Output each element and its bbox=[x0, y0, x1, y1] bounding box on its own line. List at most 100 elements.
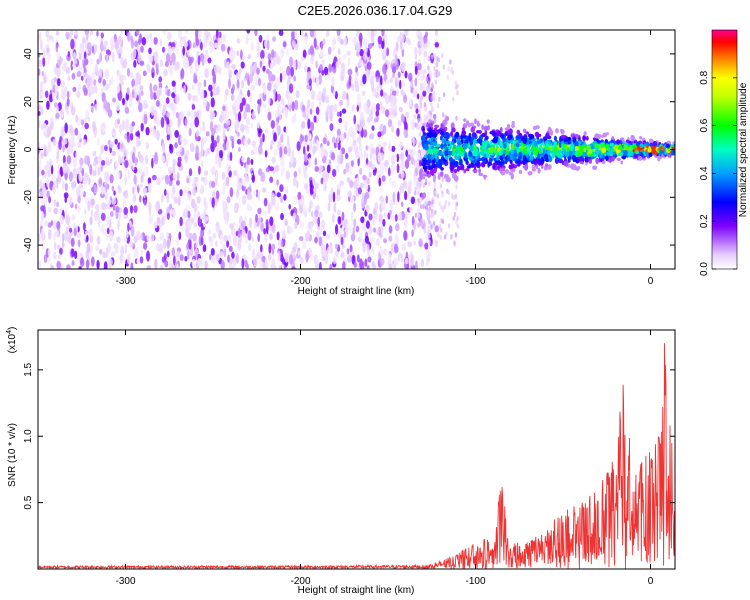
spectrogram-cell bbox=[270, 144, 273, 151]
spectrogram-cell bbox=[65, 214, 71, 226]
spectrogram-cell bbox=[572, 136, 577, 143]
spectrogram-cell bbox=[394, 223, 400, 232]
spectrogram-cell bbox=[439, 183, 443, 189]
spectrogram-cell bbox=[111, 150, 117, 156]
spectrogram-cell bbox=[71, 181, 74, 190]
spectrogram-cell bbox=[469, 155, 473, 161]
spectrogram-cell bbox=[105, 157, 109, 164]
spectrogram-cell bbox=[423, 102, 427, 108]
spectrogram-cell bbox=[65, 31, 71, 39]
spectrogram-cell bbox=[563, 144, 568, 150]
spectrogram-cell bbox=[434, 209, 437, 215]
spectrogram-cell bbox=[379, 75, 383, 86]
spectrogram-cell bbox=[367, 30, 371, 38]
spectrogram-cell bbox=[200, 138, 204, 149]
spectrogram-cell bbox=[120, 143, 124, 150]
spectrogram-cell bbox=[252, 64, 257, 72]
spectrogram-cell bbox=[411, 256, 414, 267]
spectrogram-cell bbox=[163, 238, 167, 249]
spectrogram-cell bbox=[620, 160, 624, 165]
spectrogram-cell bbox=[207, 229, 212, 236]
spectrogram-cell bbox=[38, 119, 41, 129]
spectrogram-cell bbox=[347, 57, 351, 67]
spectrogram-cell bbox=[379, 89, 384, 97]
spectrogram-cell bbox=[427, 161, 430, 166]
spectrogram-cell bbox=[57, 173, 62, 184]
spectrogram-cell bbox=[399, 39, 403, 50]
spectrogram-cell bbox=[53, 102, 59, 108]
spectrogram-cell bbox=[459, 146, 464, 152]
spectrogram-cell bbox=[220, 260, 225, 269]
spectrogram-cell bbox=[122, 145, 126, 153]
spectrogram-cell bbox=[249, 193, 253, 200]
spectrogram-cell bbox=[242, 254, 247, 260]
spectrogram-cell bbox=[418, 131, 422, 137]
spectrogram-cell bbox=[359, 152, 364, 160]
spectrogram-cell bbox=[420, 258, 425, 268]
spectrogram-cell bbox=[490, 146, 496, 152]
spectrogram-cell bbox=[166, 212, 170, 221]
spectrogram-cell bbox=[257, 207, 262, 215]
spectrogram-cell bbox=[401, 80, 406, 88]
spectrogram-cell bbox=[461, 127, 465, 132]
spectrogram-cell bbox=[56, 220, 61, 231]
spectrogram-cell bbox=[178, 30, 182, 40]
spectrogram-cell bbox=[332, 256, 337, 265]
spectrogram-cell bbox=[382, 47, 387, 56]
spectrogram-cell bbox=[332, 191, 336, 203]
spectrogram-cell bbox=[186, 177, 190, 183]
spectrogram-cell bbox=[314, 209, 319, 218]
spectrogram-cell bbox=[236, 174, 240, 186]
spectrogram-cell bbox=[417, 222, 420, 228]
spectrogram-cell bbox=[59, 207, 63, 214]
spectrogram-cell bbox=[65, 108, 70, 116]
spectrogram-cell bbox=[309, 200, 313, 209]
spectrogram-cell bbox=[327, 246, 331, 254]
spectrogram-cell bbox=[387, 212, 391, 220]
spectrogram-cell bbox=[387, 143, 392, 152]
spectrogram-cell bbox=[165, 232, 169, 239]
spectrogram-cell bbox=[496, 156, 499, 161]
spectrogram-cell bbox=[41, 228, 45, 237]
spectrogram-cell bbox=[409, 206, 414, 213]
spectrogram-cell bbox=[259, 98, 262, 107]
spectrogram-cell bbox=[310, 55, 315, 62]
spectrogram-cell bbox=[510, 149, 515, 155]
spectrogram-cell bbox=[79, 187, 84, 197]
spectrogram-cell bbox=[366, 264, 370, 269]
spectrogram-cell bbox=[455, 184, 458, 190]
spectrogram-cell bbox=[339, 133, 345, 143]
spectrogram-cell bbox=[533, 141, 538, 147]
spectrogram-cell bbox=[432, 90, 436, 102]
spectrogram-cell bbox=[382, 218, 386, 227]
spectrogram-cell bbox=[40, 123, 44, 131]
spectrogram-cell bbox=[52, 91, 55, 101]
spectrogram-cell bbox=[196, 196, 201, 204]
spectrogram-cell bbox=[258, 128, 263, 134]
spectrogram-cell bbox=[199, 125, 203, 134]
spectrogram-cell bbox=[308, 140, 313, 150]
spectrogram-cell bbox=[312, 145, 316, 156]
spectrogram-cell bbox=[405, 149, 409, 158]
spectrogram-cell bbox=[541, 138, 544, 143]
spectrogram-cell bbox=[334, 250, 339, 258]
spectrogram-cell bbox=[44, 220, 49, 227]
spectrogram-cell bbox=[297, 199, 303, 207]
spectrogram-cell bbox=[42, 56, 46, 67]
spectrogram-cell bbox=[433, 71, 436, 77]
spectrogram-cell bbox=[280, 133, 284, 144]
spectrogram-cell bbox=[409, 96, 412, 108]
spectrogram-cell bbox=[337, 215, 342, 225]
spectrogram-cell bbox=[192, 42, 196, 49]
spectrogram-cell bbox=[409, 149, 414, 158]
spectrogram-cell bbox=[418, 47, 422, 56]
spectrogram-cell bbox=[432, 164, 436, 169]
spectrogram-cell bbox=[150, 233, 155, 242]
spectrogram-cell bbox=[299, 220, 305, 230]
spectrogram-cell bbox=[575, 167, 580, 171]
spectrogram-cell bbox=[430, 105, 435, 113]
spectrogram-cell bbox=[424, 242, 429, 250]
spectrogram-cell bbox=[54, 87, 58, 97]
spectrogram-cell bbox=[209, 253, 212, 261]
spectrogram-cell bbox=[466, 120, 470, 126]
